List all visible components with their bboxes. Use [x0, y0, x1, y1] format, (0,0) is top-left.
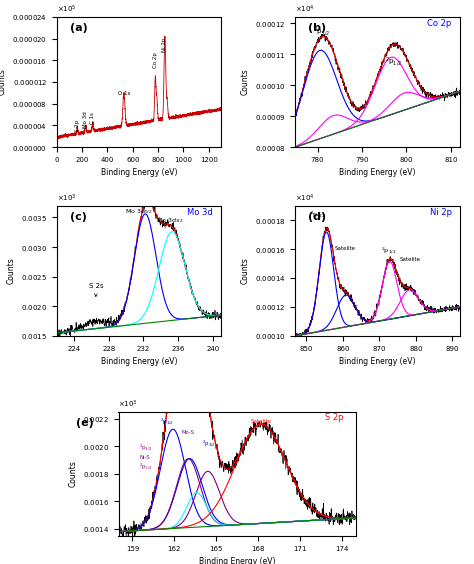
Text: Ni 2p: Ni 2p — [162, 38, 167, 52]
Text: (e): (e) — [76, 418, 93, 428]
Text: $^{2}$p$_{1/2}$: $^{2}$p$_{1/2}$ — [139, 462, 153, 472]
Text: S 2p: S 2p — [75, 120, 80, 133]
Text: Satelite: Satelite — [334, 246, 355, 252]
Text: (b): (b) — [309, 24, 327, 33]
Text: S 2s: S 2s — [89, 284, 103, 297]
Text: $^{2}$p$_{1/2}$: $^{2}$p$_{1/2}$ — [381, 245, 396, 255]
X-axis label: Binding Energy (eV): Binding Energy (eV) — [339, 168, 416, 177]
Text: (a): (a) — [70, 24, 88, 33]
Text: O 1s: O 1s — [118, 91, 130, 95]
Text: S 2p: S 2p — [325, 413, 344, 422]
Text: Mo 3d$_{3/2}$: Mo 3d$_{3/2}$ — [155, 217, 183, 224]
Text: Satelite: Satelite — [250, 418, 271, 424]
Text: C 1s: C 1s — [91, 112, 95, 124]
Text: Mo 3d$_{5/2}$: Mo 3d$_{5/2}$ — [125, 208, 153, 215]
Text: $^{2}$p$_{3/2}$: $^{2}$p$_{3/2}$ — [202, 438, 216, 448]
Text: (c): (c) — [70, 212, 87, 222]
Y-axis label: Counts: Counts — [68, 460, 77, 487]
X-axis label: Binding Energy (eV): Binding Energy (eV) — [339, 357, 416, 366]
Text: Mo 3d: Mo 3d — [187, 208, 213, 217]
Text: $^{2}$p$_{3/2}$: $^{2}$p$_{3/2}$ — [139, 442, 153, 452]
Text: $^{2}$p$_{1/2}$: $^{2}$p$_{1/2}$ — [384, 55, 401, 68]
Text: $^{2}$p$_{3/2}$: $^{2}$p$_{3/2}$ — [313, 25, 330, 38]
Text: Co 2p: Co 2p — [427, 19, 452, 28]
Text: $^{2}$p$_{3/2}$: $^{2}$p$_{3/2}$ — [310, 209, 325, 219]
Text: Mo-S: Mo-S — [182, 430, 195, 435]
Text: Ni 2p: Ni 2p — [429, 208, 452, 217]
Text: Satelite: Satelite — [400, 257, 421, 262]
Text: $^{2}$p$_{1/2}$: $^{2}$p$_{1/2}$ — [160, 416, 174, 426]
Text: Mo 3d: Mo 3d — [83, 111, 88, 128]
Y-axis label: Counts: Counts — [240, 257, 249, 284]
X-axis label: Binding Energy (eV): Binding Energy (eV) — [101, 168, 177, 177]
Text: Ni-S: Ni-S — [139, 455, 150, 460]
Y-axis label: Counts: Counts — [241, 69, 249, 95]
X-axis label: Binding Energy (eV): Binding Energy (eV) — [199, 557, 275, 564]
Text: (d): (d) — [309, 212, 327, 222]
X-axis label: Binding Energy (eV): Binding Energy (eV) — [101, 357, 177, 366]
Y-axis label: Counts: Counts — [7, 257, 16, 284]
Y-axis label: Counts: Counts — [0, 69, 7, 95]
Text: Co 2p: Co 2p — [153, 52, 158, 68]
